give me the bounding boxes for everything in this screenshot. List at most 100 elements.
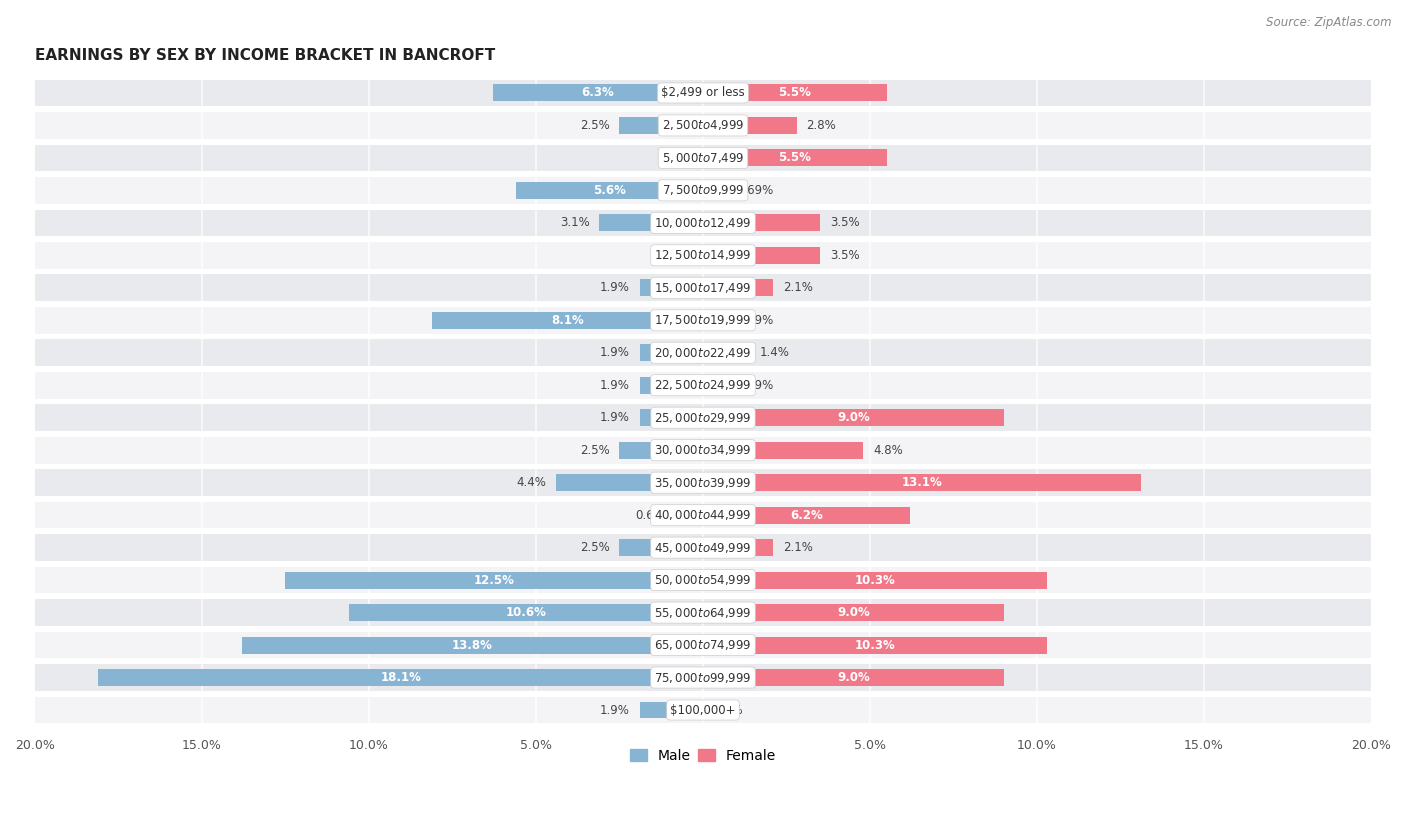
Bar — [35, 209, 1371, 236]
Bar — [640, 377, 703, 394]
Text: $50,000 to $54,999: $50,000 to $54,999 — [654, 573, 752, 587]
Bar — [703, 117, 797, 133]
Bar — [555, 475, 703, 491]
Text: $25,000 to $29,999: $25,000 to $29,999 — [654, 411, 752, 425]
Text: 10.6%: 10.6% — [506, 606, 547, 619]
Text: 2.5%: 2.5% — [579, 541, 609, 554]
Text: 3.1%: 3.1% — [560, 217, 589, 230]
Bar — [35, 112, 1371, 138]
Bar — [640, 702, 703, 719]
Text: 5.5%: 5.5% — [779, 151, 811, 164]
Text: 4.4%: 4.4% — [516, 476, 546, 489]
Bar — [703, 377, 725, 394]
Text: 0.0%: 0.0% — [664, 249, 693, 262]
Bar — [35, 664, 1371, 691]
Text: 2.8%: 2.8% — [807, 119, 837, 132]
Text: Source: ZipAtlas.com: Source: ZipAtlas.com — [1267, 16, 1392, 29]
Bar — [242, 637, 703, 654]
Bar — [35, 339, 1371, 366]
Bar — [35, 599, 1371, 626]
Bar — [349, 604, 703, 621]
Text: 1.9%: 1.9% — [599, 703, 630, 716]
Text: 2.5%: 2.5% — [579, 119, 609, 132]
Bar — [492, 85, 703, 102]
Text: 5.6%: 5.6% — [593, 184, 626, 197]
Text: 5.5%: 5.5% — [779, 86, 811, 99]
Bar — [35, 405, 1371, 431]
Text: 12.5%: 12.5% — [474, 574, 515, 587]
Bar — [703, 539, 773, 556]
Text: 1.9%: 1.9% — [599, 282, 630, 295]
Bar — [703, 442, 863, 458]
Text: $55,000 to $64,999: $55,000 to $64,999 — [654, 606, 752, 619]
Text: 2.5%: 2.5% — [579, 444, 609, 457]
Bar — [703, 247, 820, 264]
Text: $100,000+: $100,000+ — [671, 703, 735, 716]
Bar — [35, 502, 1371, 528]
Bar — [703, 637, 1047, 654]
Text: $35,000 to $39,999: $35,000 to $39,999 — [654, 475, 752, 490]
Bar — [35, 567, 1371, 593]
Text: 2.1%: 2.1% — [783, 282, 813, 295]
Bar — [620, 117, 703, 133]
Text: 0.69%: 0.69% — [737, 184, 773, 197]
Text: 4.8%: 4.8% — [873, 444, 903, 457]
Text: $7,500 to $9,999: $7,500 to $9,999 — [662, 183, 744, 197]
Text: 9.0%: 9.0% — [837, 411, 870, 424]
Text: $30,000 to $34,999: $30,000 to $34,999 — [654, 443, 752, 457]
Bar — [703, 344, 749, 361]
Bar — [703, 409, 1004, 427]
Bar — [35, 697, 1371, 724]
Bar — [703, 85, 887, 102]
Bar — [35, 470, 1371, 496]
Legend: Male, Female: Male, Female — [624, 743, 782, 768]
Bar — [703, 669, 1004, 686]
Bar — [640, 279, 703, 296]
Text: 0.69%: 0.69% — [737, 379, 773, 392]
Text: $75,000 to $99,999: $75,000 to $99,999 — [654, 671, 752, 685]
Text: 1.4%: 1.4% — [759, 346, 790, 359]
Text: 10.3%: 10.3% — [855, 574, 896, 587]
Text: 13.8%: 13.8% — [453, 638, 494, 651]
Text: 3.5%: 3.5% — [830, 217, 859, 230]
Text: $5,000 to $7,499: $5,000 to $7,499 — [662, 151, 744, 165]
Bar — [35, 632, 1371, 659]
Text: $15,000 to $17,499: $15,000 to $17,499 — [654, 281, 752, 295]
Text: 0.62%: 0.62% — [636, 509, 672, 522]
Bar — [599, 214, 703, 231]
Bar — [703, 279, 773, 296]
Text: $17,500 to $19,999: $17,500 to $19,999 — [654, 313, 752, 327]
Bar — [682, 506, 703, 523]
Text: 1.9%: 1.9% — [599, 411, 630, 424]
Bar — [516, 182, 703, 199]
Bar — [703, 150, 887, 166]
Text: EARNINGS BY SEX BY INCOME BRACKET IN BANCROFT: EARNINGS BY SEX BY INCOME BRACKET IN BAN… — [35, 47, 495, 63]
Text: $65,000 to $74,999: $65,000 to $74,999 — [654, 638, 752, 652]
Bar — [703, 571, 1047, 589]
Text: 3.5%: 3.5% — [830, 249, 859, 262]
Text: 13.1%: 13.1% — [901, 476, 942, 489]
Bar — [35, 437, 1371, 463]
Bar — [640, 344, 703, 361]
Text: $12,500 to $14,999: $12,500 to $14,999 — [654, 248, 752, 262]
Bar — [703, 475, 1140, 491]
Bar — [35, 145, 1371, 171]
Text: $10,000 to $12,499: $10,000 to $12,499 — [654, 216, 752, 230]
Text: 10.3%: 10.3% — [855, 638, 896, 651]
Bar — [620, 539, 703, 556]
Bar — [35, 372, 1371, 399]
Bar — [620, 442, 703, 458]
Text: 8.1%: 8.1% — [551, 313, 583, 326]
Bar — [703, 312, 725, 329]
Text: 9.0%: 9.0% — [837, 606, 870, 619]
Text: $20,000 to $22,499: $20,000 to $22,499 — [654, 346, 752, 360]
Text: 0.69%: 0.69% — [737, 313, 773, 326]
Text: 6.2%: 6.2% — [790, 509, 823, 522]
Bar — [703, 214, 820, 231]
Bar — [703, 506, 910, 523]
Bar — [433, 312, 703, 329]
Text: $40,000 to $44,999: $40,000 to $44,999 — [654, 508, 752, 522]
Text: 18.1%: 18.1% — [380, 671, 422, 684]
Bar — [35, 307, 1371, 334]
Text: 2.1%: 2.1% — [783, 541, 813, 554]
